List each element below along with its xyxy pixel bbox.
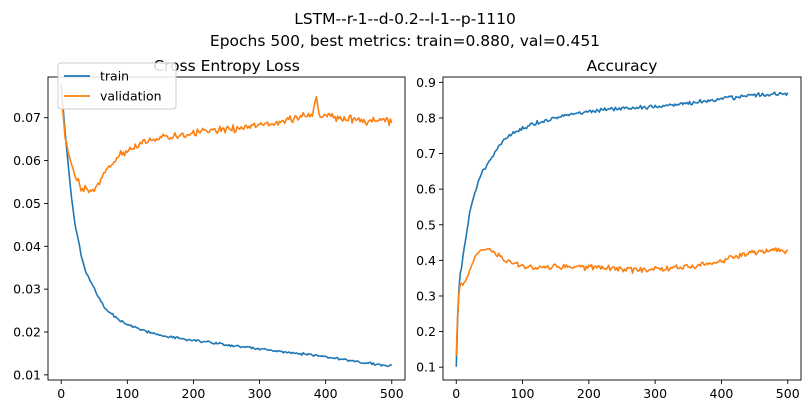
accuracy-xtick-label: 0 [452, 386, 460, 401]
loss-xtick-label: 100 [115, 386, 139, 401]
accuracy-subplot: Accuracy 0 100 200 300 400 500 0.1 0.2 0.3 0.4 0.5 0… [416, 57, 802, 401]
loss-ytick-label: 0.04 [13, 239, 41, 254]
loss-xtick-label: 0 [57, 386, 65, 401]
loss-ytick-label: 0.06 [13, 153, 41, 168]
accuracy-xtick-label: 400 [710, 386, 734, 401]
loss-ytick-label: 0.02 [13, 325, 41, 340]
loss-legend-label-validation: validation [100, 89, 162, 104]
accuracy-ytick-label: 0.7 [416, 146, 436, 161]
loss-xtick-label: 200 [182, 386, 206, 401]
accuracy-axes-frame [442, 76, 802, 381]
loss-legend-label-train: train [100, 69, 129, 84]
loss-subplot: Cross Entropy Loss 0 100 200 300 400 500 0.01 0.… [13, 57, 406, 401]
accuracy-xtick-label: 200 [577, 386, 601, 401]
accuracy-ytick-label: 0.1 [416, 360, 436, 375]
loss-ytick-label: 0.05 [13, 196, 41, 211]
loss-xtick-label: 500 [380, 386, 404, 401]
accuracy-ytick-label: 0.4 [416, 253, 436, 268]
loss-axes-title: Cross Entropy Loss [153, 57, 300, 75]
loss-xtick-label: 300 [248, 386, 272, 401]
loss-legend-box [57, 62, 177, 110]
loss-ytick-label: 0.01 [13, 367, 41, 382]
loss-xtick-label: 400 [314, 386, 338, 401]
accuracy-xtick-label: 500 [776, 386, 800, 401]
accuracy-series-validation [455, 247, 789, 356]
accuracy-axes-title: Accuracy [587, 57, 658, 75]
accuracy-series-train [455, 91, 789, 367]
figure-title-line1: LSTM--r-1--d-0.2--l-1--p-1110 [294, 10, 516, 28]
loss-ytick-label: 0.03 [13, 282, 41, 297]
accuracy-ytick-label: 0.3 [416, 288, 436, 303]
accuracy-ytick-label: 0.2 [416, 324, 436, 339]
accuracy-ytick-label: 0.5 [416, 217, 436, 232]
accuracy-xtick-label: 100 [511, 386, 535, 401]
loss-axes-frame [47, 76, 406, 381]
loss-series-validation [60, 94, 393, 194]
accuracy-xtick-label: 300 [643, 386, 667, 401]
accuracy-ytick-label: 0.6 [416, 182, 436, 197]
loss-ytick-label: 0.07 [13, 110, 41, 125]
accuracy-ytick-label: 0.9 [416, 75, 436, 90]
loss-series-train [60, 84, 392, 368]
figure-title-line2: Epochs 500, best metrics: train=0.880, v… [210, 32, 600, 50]
accuracy-ytick-label: 0.8 [416, 110, 436, 125]
